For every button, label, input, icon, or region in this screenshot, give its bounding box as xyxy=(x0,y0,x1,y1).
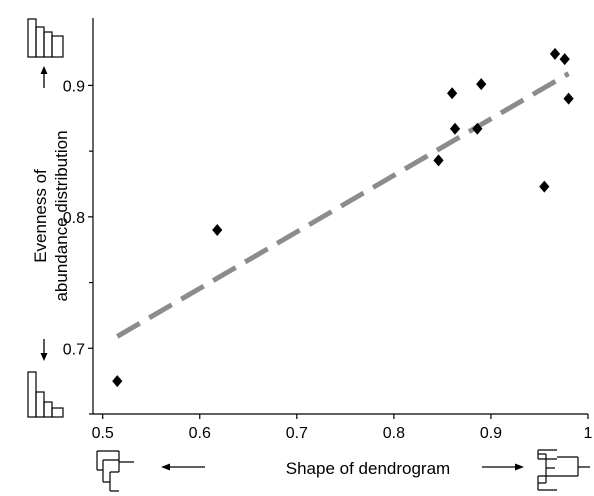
up-arrow-icon xyxy=(40,66,48,88)
data-point xyxy=(476,78,487,91)
balanced-dendrogram-icon xyxy=(537,449,590,491)
y-tick-label: 0.8 xyxy=(63,210,85,227)
down-arrow-icon xyxy=(40,339,48,361)
y-ticks: 0.7 0.8 0.9 xyxy=(63,78,93,415)
data-points xyxy=(112,47,574,388)
data-point xyxy=(549,47,561,60)
x-tick-label: 1 xyxy=(584,425,593,442)
data-point xyxy=(112,375,123,388)
data-point xyxy=(563,92,574,105)
x-tick-label: 0.8 xyxy=(383,425,405,442)
x-tick-label: 0.6 xyxy=(189,425,211,442)
data-point xyxy=(447,87,458,100)
x-tick-label: 0.5 xyxy=(92,425,114,442)
x-axis-label: Shape of dendrogram xyxy=(286,459,450,478)
y-tick-label: 0.9 xyxy=(63,78,85,95)
y-axis-label-line-2: abundance distribution xyxy=(52,130,71,301)
ladder-dendrogram-icon xyxy=(96,450,134,492)
data-point xyxy=(433,154,444,167)
right-arrow-icon xyxy=(482,463,524,471)
x-ticks: 0.5 0.6 0.7 0.8 0.9 1 xyxy=(92,414,593,442)
left-arrow-icon xyxy=(161,463,205,471)
even-histogram-icon xyxy=(27,18,64,58)
data-point xyxy=(212,223,223,236)
uneven-histogram-icon xyxy=(27,371,64,418)
trendline xyxy=(116,71,570,339)
data-point xyxy=(472,122,483,135)
x-tick-label: 0.9 xyxy=(480,425,502,442)
data-point xyxy=(449,122,461,135)
data-point xyxy=(559,53,570,66)
y-axis-label-line-1: Evenness of xyxy=(31,169,50,263)
y-tick-label: 0.7 xyxy=(63,341,85,358)
data-point xyxy=(539,180,550,193)
trendline-group xyxy=(116,71,570,339)
x-tick-label: 0.7 xyxy=(286,425,308,442)
axes xyxy=(92,18,588,415)
